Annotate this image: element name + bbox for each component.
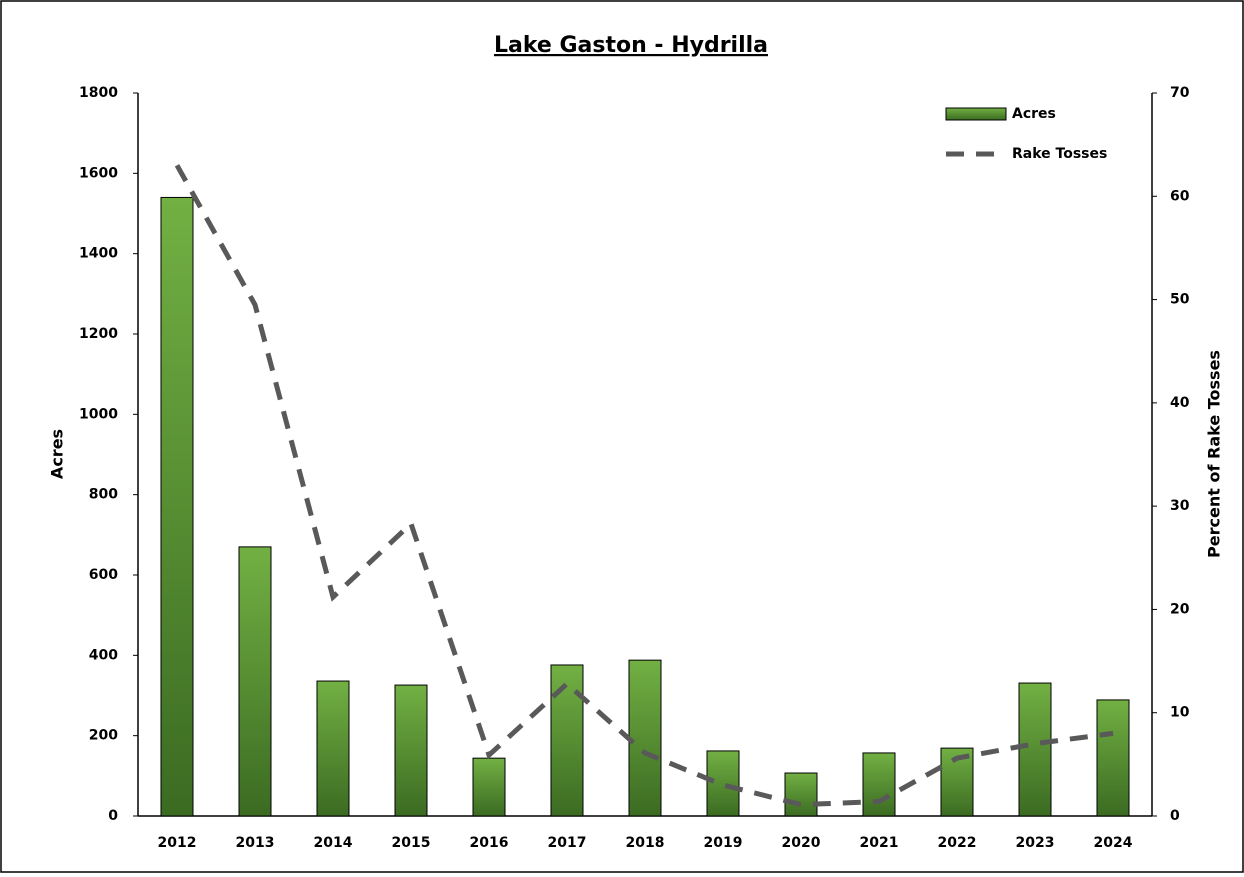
y2-tick-label: 40 xyxy=(1170,395,1190,411)
bar xyxy=(472,757,506,817)
x-tick-label: 2012 xyxy=(158,835,197,851)
y-tick-label: 0 xyxy=(108,808,118,824)
x-tick-label: 2020 xyxy=(782,835,821,851)
bar xyxy=(238,546,272,817)
bar xyxy=(1018,682,1052,817)
bar xyxy=(160,196,194,817)
y-tick-label: 400 xyxy=(89,647,118,663)
bar xyxy=(628,659,662,817)
y2-tick-label: 70 xyxy=(1170,85,1190,101)
bar xyxy=(706,750,740,817)
line xyxy=(174,164,1114,808)
x-tick-label: 2014 xyxy=(314,835,353,851)
legend-swatch xyxy=(945,107,1007,121)
legend-label: Acres xyxy=(1012,106,1056,122)
bar xyxy=(550,664,584,817)
y-axis-label: Acres xyxy=(48,429,67,479)
y-tick-label: 1200 xyxy=(79,326,118,342)
y-tick-label: 200 xyxy=(89,728,118,744)
y-tick-label: 600 xyxy=(89,567,118,583)
y-tick-label: 1400 xyxy=(79,246,118,262)
y-tick-label: 1800 xyxy=(79,85,118,101)
y2-tick-label: 0 xyxy=(1170,808,1180,824)
y2-tick-label: 10 xyxy=(1170,705,1190,721)
y2-axis-label: Percent of Rake Tosses xyxy=(1205,350,1224,558)
y2-tick-label: 50 xyxy=(1170,292,1190,308)
x-tick-label: 2021 xyxy=(860,835,899,851)
x-tick-label: 2017 xyxy=(548,835,587,851)
x-tick-label: 2015 xyxy=(392,835,431,851)
bar xyxy=(394,684,428,817)
x-tick-label: 2013 xyxy=(236,835,275,851)
x-tick-label: 2023 xyxy=(1016,835,1055,851)
y2-tick-label: 30 xyxy=(1170,498,1190,514)
x-tick-label: 2022 xyxy=(938,835,977,851)
x-tick-label: 2024 xyxy=(1094,835,1133,851)
y2-tick-label: 20 xyxy=(1170,601,1190,617)
bar xyxy=(316,680,350,817)
y-tick-label: 1000 xyxy=(79,406,118,422)
bar xyxy=(784,772,818,817)
legend-label: Rake Tosses xyxy=(1012,146,1107,162)
chart-title: Lake Gaston - Hydrilla xyxy=(494,33,768,58)
bar xyxy=(1096,699,1130,817)
x-tick-label: 2018 xyxy=(626,835,665,851)
y-tick-label: 1600 xyxy=(79,165,118,181)
y2-tick-label: 60 xyxy=(1170,188,1190,204)
x-tick-label: 2016 xyxy=(470,835,509,851)
y-tick-label: 800 xyxy=(89,487,118,503)
bar xyxy=(862,752,896,817)
x-tick-label: 2019 xyxy=(704,835,743,851)
